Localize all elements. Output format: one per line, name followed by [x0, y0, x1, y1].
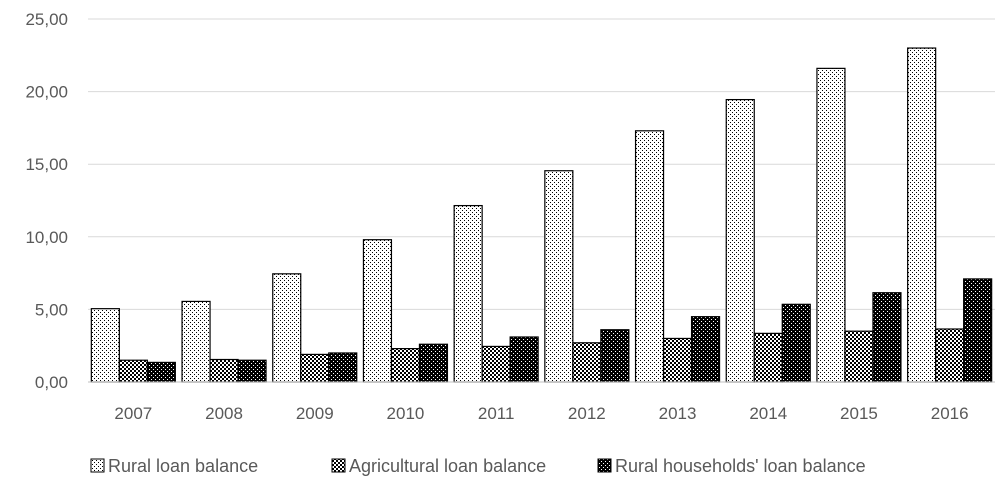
x-tick-label: 2007 [114, 404, 152, 423]
x-tick-label: 2015 [840, 404, 878, 423]
legend-item-3: Rural households' loan balance [597, 456, 866, 476]
x-tick-label: 2011 [478, 404, 515, 423]
x-tick-label: 2012 [568, 404, 606, 423]
bar-series-2 [209, 358, 239, 383]
x-axis-tick-labels: 2007 2008 2009 2010 2011 2012 2013 2014 2015 2016 [114, 404, 968, 423]
bar-series-2 [572, 342, 602, 383]
bar-series-3 [237, 359, 267, 383]
bar-group-2008 [181, 300, 267, 383]
bar-series-1 [181, 300, 211, 383]
bars [90, 47, 993, 383]
legend-label: Rural loan balance [108, 456, 258, 476]
x-tick-label: 2008 [205, 404, 243, 423]
bar-group-2010 [362, 239, 449, 383]
x-tick-label: 2016 [931, 404, 969, 423]
bar-series-1 [362, 239, 393, 383]
legend-label: Rural households' loan balance [615, 456, 866, 476]
x-tick-label: 2010 [387, 404, 425, 423]
bar-series-2 [753, 332, 783, 383]
bar-series-2 [844, 330, 874, 383]
bar-series-1 [544, 170, 574, 383]
bar-series-3 [781, 303, 811, 383]
bar-series-1 [816, 67, 846, 383]
bar-series-1 [634, 130, 665, 383]
legend-swatch [597, 458, 612, 473]
bar-group-2016 [907, 47, 993, 383]
y-tick-label: 0,00 [35, 373, 68, 392]
x-tick-label: 2014 [749, 404, 787, 423]
bar-group-2007 [90, 308, 176, 383]
legend-item-1: Rural loan balance [90, 456, 258, 476]
legend-label: Agricultural loan balance [349, 456, 546, 476]
bar-series-2 [662, 337, 693, 383]
bar-series-1 [272, 273, 302, 383]
y-tick-label: 15,00 [25, 155, 68, 174]
bar-series-3 [418, 343, 449, 383]
bar-series-1 [725, 98, 755, 383]
bar-series-3 [328, 352, 358, 383]
bar-group-2015 [816, 67, 902, 383]
bar-series-3 [963, 278, 993, 383]
y-tick-label: 25,00 [25, 10, 68, 29]
bar-series-3 [509, 336, 539, 383]
legend-item-2: Agricultural loan balance [331, 456, 546, 476]
bar-series-1 [907, 47, 937, 383]
bar-group-2011 [453, 204, 539, 383]
legend-swatch [331, 458, 346, 473]
bar-group-2012 [544, 170, 630, 383]
bar-group-2013 [634, 130, 721, 383]
bar-series-2 [118, 359, 148, 383]
bar-series-2 [390, 348, 421, 383]
y-tick-label: 20,00 [25, 83, 68, 102]
y-tick-label: 5,00 [35, 300, 68, 319]
x-tick-label: 2013 [659, 404, 697, 423]
bar-series-2 [935, 328, 965, 383]
grid-lines [88, 18, 995, 310]
bar-series-3 [872, 292, 902, 383]
bar-series-1 [90, 308, 120, 383]
y-tick-label: 10,00 [25, 228, 68, 247]
bar-group-2009 [272, 273, 358, 383]
bar-series-2 [481, 345, 511, 383]
bar-series-3 [146, 361, 176, 383]
bar-group-2014 [725, 98, 811, 383]
x-tick-label: 2009 [296, 404, 334, 423]
bar-series-1 [453, 204, 483, 383]
bar-series-2 [300, 353, 330, 383]
bar-series-3 [690, 316, 721, 383]
y-axis-tick-labels: 0,00 5,00 10,00 15,00 20,00 25,00 [25, 10, 68, 392]
bar-series-3 [600, 329, 630, 383]
legend: Rural loan balance Agricultural loan bala… [90, 456, 866, 476]
legend-swatch [90, 458, 105, 473]
